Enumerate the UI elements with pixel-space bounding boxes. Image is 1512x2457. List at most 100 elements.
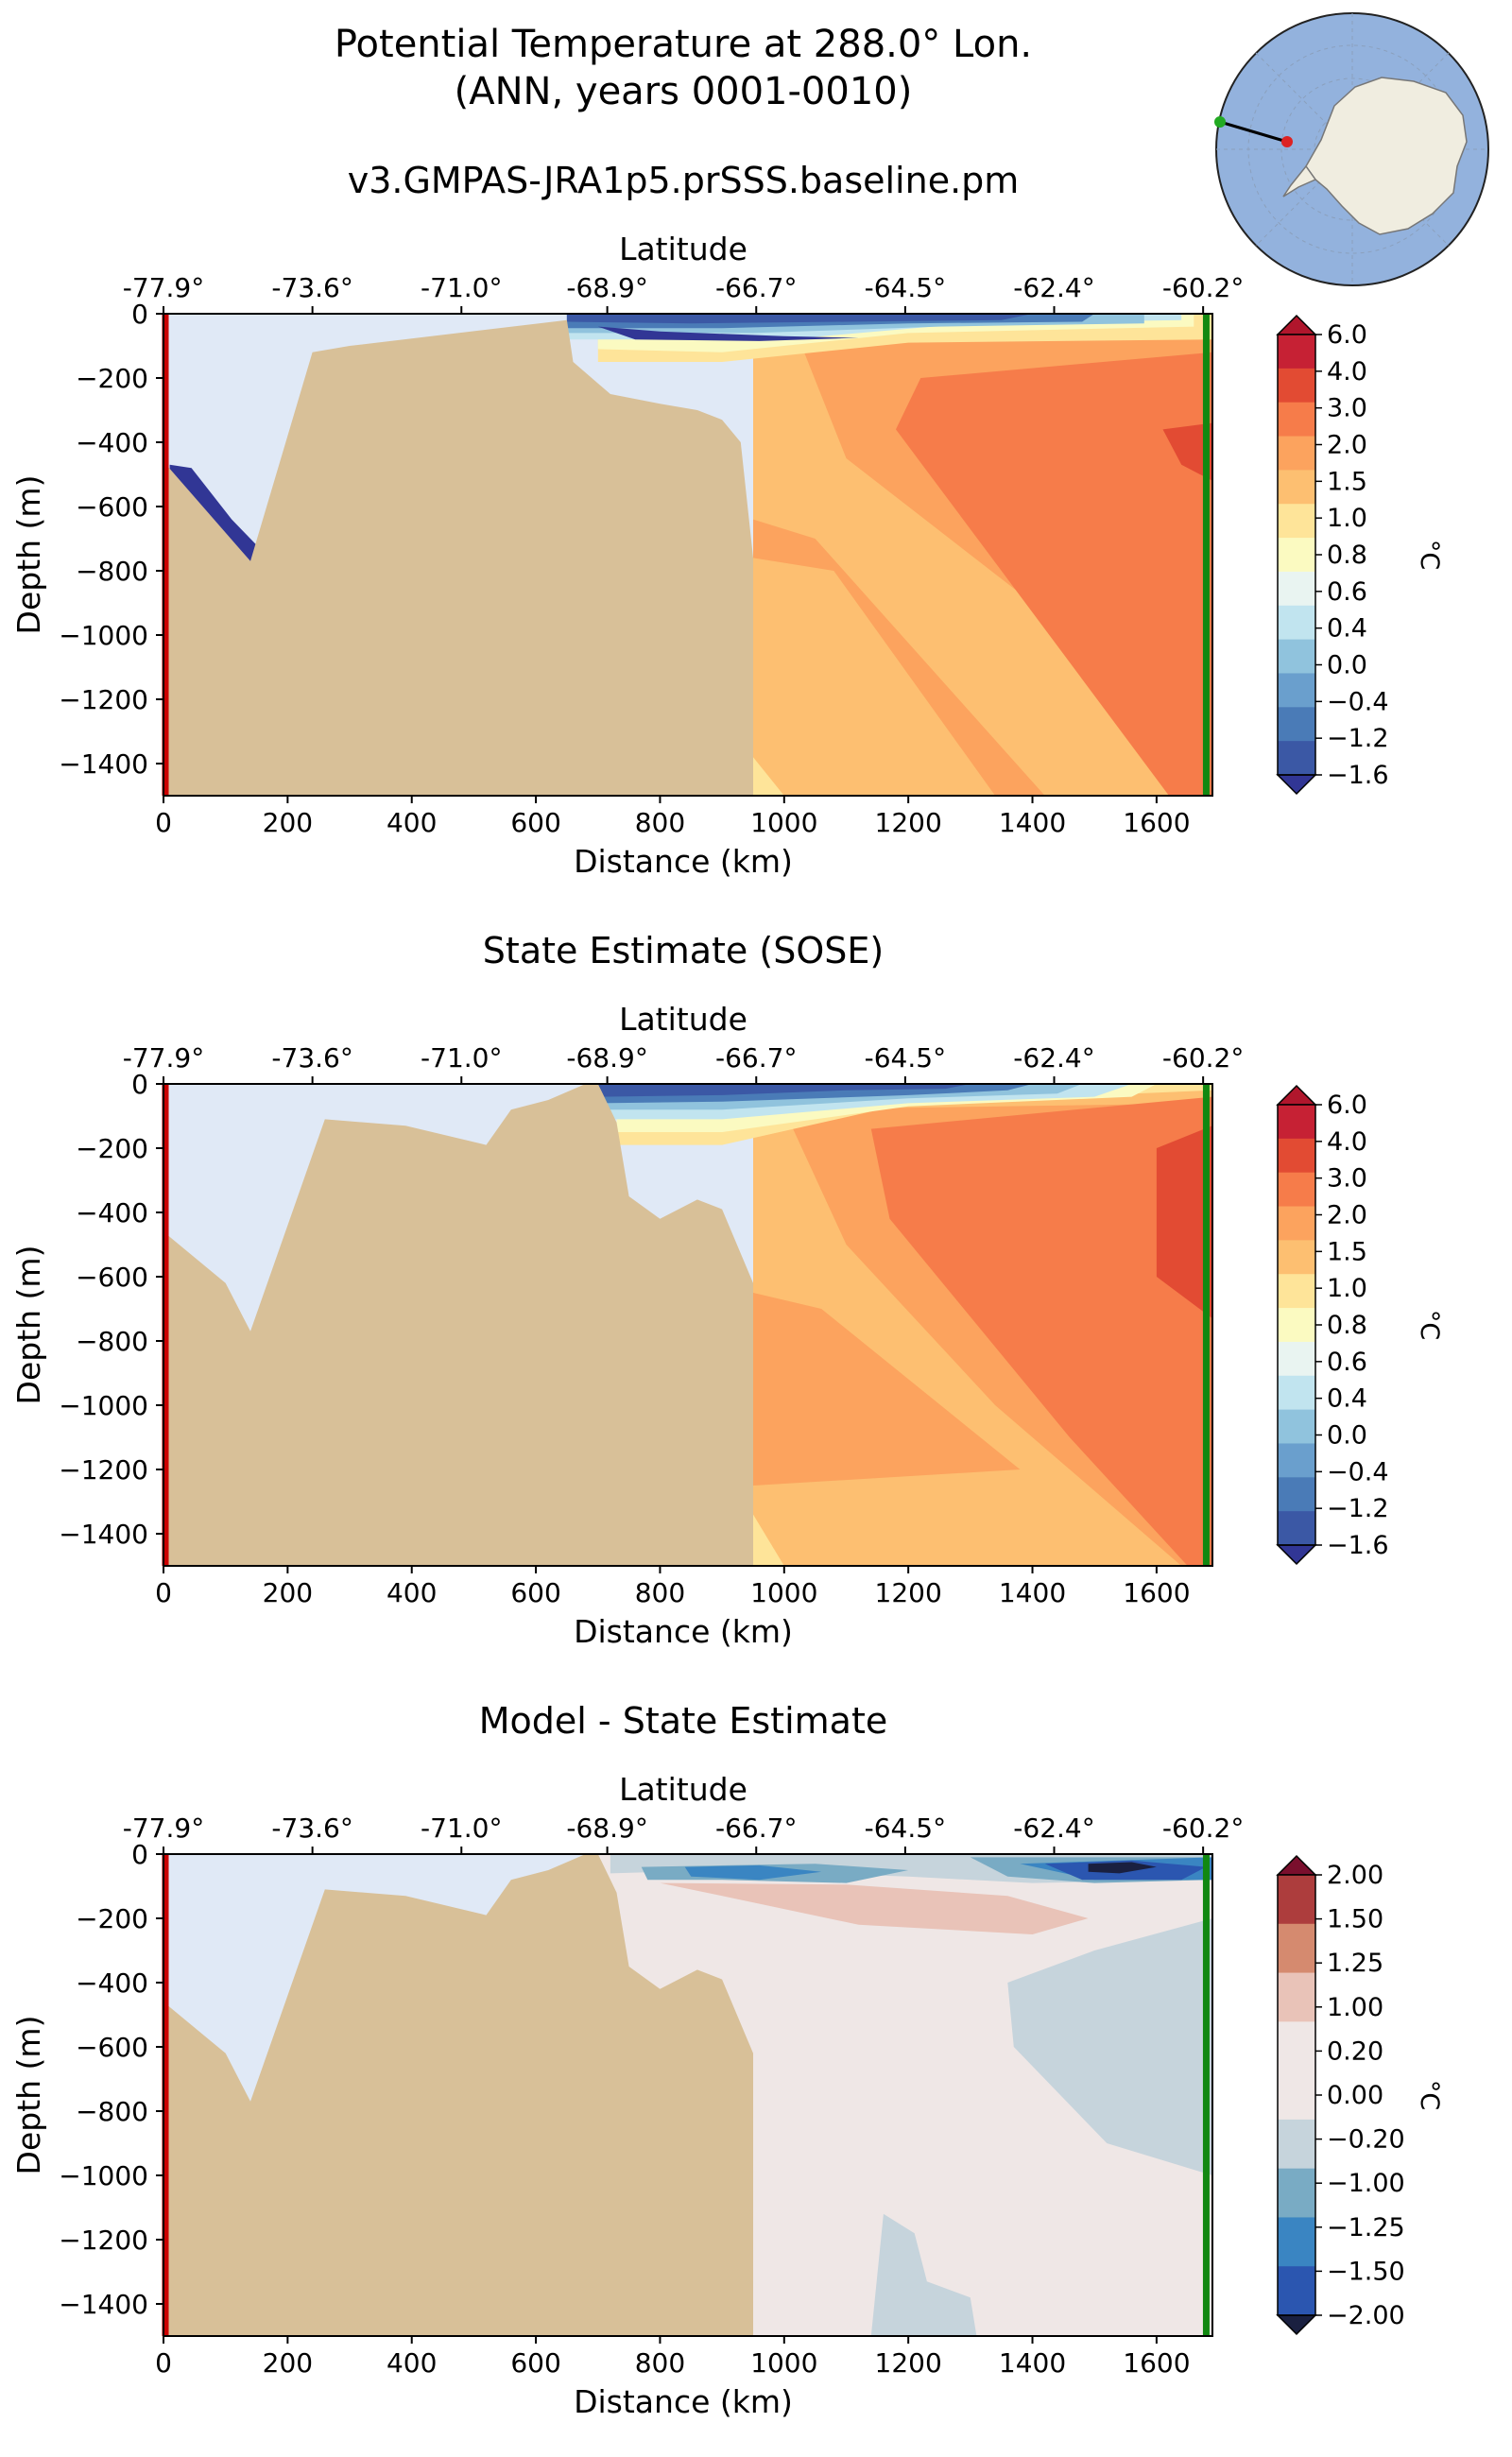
- colorbar: 2.00 1.50 1.25 1.00 0.20 0.00 −0.20 −1.00 −1.25 −…: [1276, 1854, 1444, 2336]
- colorbar-tick-label: 0.4: [1327, 614, 1367, 644]
- x-tick-label: 1000: [750, 1577, 817, 1608]
- y-tick-label: −1200: [59, 1454, 148, 1486]
- x-axis-label: Distance (km): [574, 1613, 793, 1650]
- colorbar-over-arrow: [1276, 1084, 1317, 1106]
- colorbar-tick-label: 0.8: [1327, 1311, 1367, 1340]
- lat-tick-label: -71.0°: [421, 1813, 502, 1844]
- map-transect-line: [1219, 120, 1288, 144]
- map-antarctica: [1305, 77, 1468, 235]
- colorbar-label: °C: [1415, 2080, 1444, 2110]
- y-tick-label: −400: [76, 427, 148, 458]
- latitude-axis-label: Latitude: [619, 1771, 747, 1808]
- colorbar-segment: [1278, 1274, 1315, 1309]
- x-tick-label: 1400: [999, 1577, 1066, 1608]
- colorbar-tick-label: 0.00: [1327, 2081, 1383, 2110]
- colorbar-tick-label: −0.20: [1327, 2125, 1405, 2155]
- y-tick-label: −600: [76, 1262, 148, 1293]
- colorbar-label: °C: [1415, 1310, 1444, 1340]
- colorbar-tick-label: 2.00: [1327, 1861, 1383, 1890]
- colorbar-tick-label: 2.0: [1327, 431, 1367, 460]
- x-tick-label: 1400: [999, 807, 1066, 838]
- contour-region: [870, 2213, 977, 2336]
- x-tick-label: 200: [263, 2347, 313, 2379]
- colorbar-segment: [1278, 1206, 1315, 1241]
- axes-frame: [163, 313, 1213, 797]
- contour-region: [753, 757, 784, 796]
- contour-region: [870, 1096, 1212, 1566]
- lat-tick-label: -68.9°: [566, 1042, 647, 1074]
- x-tick-label: 400: [387, 1577, 437, 1608]
- lat-tick-label: -68.9°: [566, 1813, 647, 1844]
- colorbar-tick-label: 1.0: [1327, 1274, 1367, 1303]
- colorbar-segment: [1278, 605, 1315, 641]
- colorbar-segment: [1278, 538, 1315, 573]
- colorbar-tick-label: −1.2: [1327, 1494, 1389, 1523]
- x-tick-label: 0: [155, 1577, 172, 1608]
- colorbar-tick-label: 0.4: [1327, 1384, 1367, 1414]
- x-tick-label: 600: [510, 1577, 560, 1608]
- y-tick-label: −1000: [59, 2160, 148, 2191]
- y-tick-label: 0: [131, 299, 148, 330]
- colorbar-segment: [1278, 1875, 1315, 1925]
- colorbar-tick-label: 0.0: [1327, 1421, 1367, 1451]
- lat-tick-label: -68.9°: [566, 272, 647, 303]
- colorbar-tick-label: 3.0: [1327, 1164, 1367, 1194]
- x-tick-label: 600: [510, 2347, 560, 2379]
- colorbar-tick-label: −1.00: [1327, 2169, 1405, 2198]
- x-axis-label: Distance (km): [574, 2383, 793, 2420]
- y-tick-label: −400: [76, 1967, 148, 1999]
- latitude-axis-label: Latitude: [619, 231, 747, 267]
- contour-region: [597, 1084, 971, 1097]
- contour-region: [1007, 1918, 1212, 2175]
- y-tick-label: −400: [76, 1197, 148, 1228]
- panel-title: v3.GMPAS-JRA1p5.prSSS.baseline.pm: [348, 160, 1020, 201]
- y-tick-label: −200: [76, 363, 148, 394]
- contour-region: [660, 1882, 1089, 1934]
- colorbar-segment: [1278, 1972, 1315, 2022]
- y-tick-label: −1200: [59, 2225, 148, 2256]
- y-axis-label: Depth (m): [10, 2016, 47, 2175]
- colorbar-tick-label: −0.4: [1327, 1457, 1389, 1486]
- colorbar-segment: [1278, 1923, 1315, 1974]
- colorbar-segment: [1278, 1341, 1315, 1377]
- lat-tick-label: -77.9°: [123, 1042, 204, 1074]
- lat-tick-label: -73.6°: [271, 272, 352, 303]
- latitude-axis-label: Latitude: [619, 1001, 747, 1038]
- contour-region: [597, 326, 859, 341]
- axes-frame: [163, 1853, 1213, 2337]
- colorbar-tick-label: −1.6: [1327, 761, 1389, 790]
- colorbar-tick-label: −1.50: [1327, 2257, 1405, 2286]
- x-tick-label: 1000: [750, 2347, 817, 2379]
- colorbar-under-arrow: [1276, 774, 1317, 796]
- colorbar-segment: [1278, 2119, 1315, 2170]
- colorbar-segment: [1278, 707, 1315, 742]
- colorbar-segment: [1278, 1443, 1315, 1478]
- y-tick-label: −800: [76, 556, 148, 587]
- y-tick-label: −1400: [59, 1519, 148, 1550]
- lat-tick-label: -73.6°: [271, 1813, 352, 1844]
- figure-title-line1: Potential Temperature at 288.0° Lon.: [335, 23, 1032, 66]
- y-tick-label: 0: [131, 1069, 148, 1100]
- y-tick-label: −200: [76, 1903, 148, 1934]
- x-tick-label: 1200: [875, 2347, 942, 2379]
- colorbar-segment: [1278, 2217, 1315, 2267]
- y-axis-label: Depth (m): [10, 1246, 47, 1405]
- contour-region: [566, 314, 1033, 324]
- contour-region: [684, 1864, 822, 1881]
- lat-tick-label: -66.7°: [715, 1813, 797, 1844]
- colorbar-tick-label: 0.0: [1327, 651, 1367, 680]
- colorbar-over-arrow: [1276, 314, 1317, 335]
- y-tick-label: −800: [76, 1326, 148, 1357]
- x-tick-label: 200: [263, 807, 313, 838]
- colorbar-segment: [1278, 639, 1315, 674]
- colorbar-segment: [1278, 470, 1315, 505]
- lat-tick-label: -64.5°: [865, 1813, 946, 1844]
- colorbar-tick-label: 1.50: [1327, 1905, 1383, 1934]
- colorbar-tick-label: 1.0: [1327, 504, 1367, 533]
- y-tick-label: −1400: [59, 748, 148, 780]
- colorbar-segment: [1278, 1477, 1315, 1512]
- colorbar-segment: [1278, 741, 1315, 776]
- colorbar-tick-label: 1.5: [1327, 1237, 1367, 1266]
- y-tick-label: −1000: [59, 620, 148, 651]
